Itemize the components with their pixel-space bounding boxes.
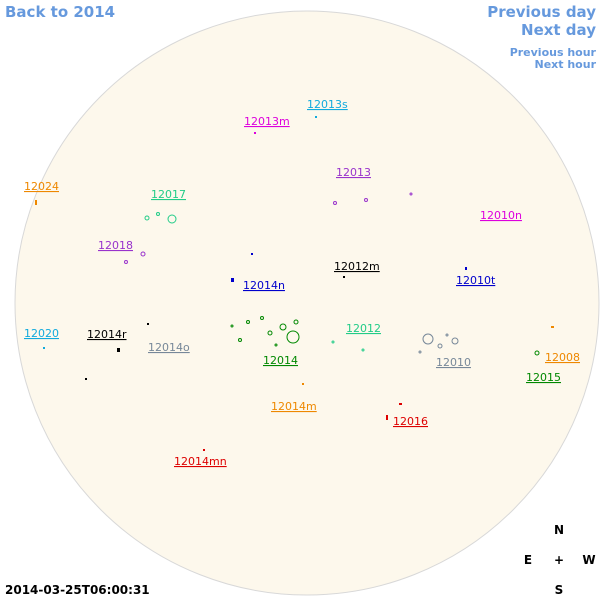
back-link[interactable]: Back to 2014 bbox=[5, 3, 115, 21]
region-label[interactable]: 12014o bbox=[148, 341, 190, 354]
previous-day-link[interactable]: Previous day bbox=[487, 3, 596, 21]
spot-group bbox=[231, 253, 467, 282]
region-label[interactable]: 12010 bbox=[436, 356, 471, 369]
region-label[interactable]: 12013s bbox=[307, 98, 348, 111]
region-label[interactable]: 12024 bbox=[24, 180, 59, 193]
region-label[interactable]: 12013m bbox=[244, 115, 290, 128]
previous-hour-link[interactable]: Previous hour bbox=[510, 46, 597, 59]
compass-west: W bbox=[582, 553, 595, 567]
region-label[interactable]: 12008 bbox=[545, 351, 580, 364]
spot-group bbox=[124, 192, 413, 264]
region-label[interactable]: 12014 bbox=[263, 354, 298, 367]
next-hour-link[interactable]: Next hour bbox=[535, 58, 597, 71]
region-label[interactable]: 12013 bbox=[336, 166, 371, 179]
region-label[interactable]: 12017 bbox=[151, 188, 186, 201]
spot-group bbox=[254, 132, 256, 134]
spot-group bbox=[35, 200, 554, 385]
region-label[interactable]: 12014mn bbox=[174, 455, 227, 468]
region-label[interactable]: 12012 bbox=[346, 322, 381, 335]
region-label[interactable]: 12010t bbox=[456, 274, 496, 287]
spot-group bbox=[230, 316, 540, 356]
region-label[interactable]: 12014n bbox=[243, 279, 285, 292]
compass-north: N bbox=[554, 523, 564, 537]
timestamp: 2014-03-25T06:00:31 bbox=[5, 583, 150, 597]
compass-center: + bbox=[554, 553, 564, 567]
region-label[interactable]: 12018 bbox=[98, 239, 133, 252]
spot-group bbox=[85, 276, 345, 380]
region-label[interactable]: 12012m bbox=[334, 260, 380, 273]
compass-south: S bbox=[555, 583, 564, 597]
sunspots bbox=[35, 116, 554, 451]
region-label[interactable]: 12020 bbox=[24, 327, 59, 340]
spot-group bbox=[203, 403, 402, 451]
region-label[interactable]: 12014m bbox=[271, 400, 317, 413]
spot-group bbox=[418, 333, 459, 354]
region-label[interactable]: 12016 bbox=[393, 415, 428, 428]
region-label[interactable]: 12014r bbox=[87, 328, 127, 341]
next-day-link[interactable]: Next day bbox=[521, 21, 596, 39]
spot-group bbox=[144, 212, 365, 352]
compass-east: E bbox=[524, 553, 532, 567]
region-label[interactable]: 12010n bbox=[480, 209, 522, 222]
spot-group bbox=[43, 116, 317, 349]
region-label[interactable]: 12015 bbox=[526, 371, 561, 384]
solar-disk bbox=[14, 10, 600, 596]
